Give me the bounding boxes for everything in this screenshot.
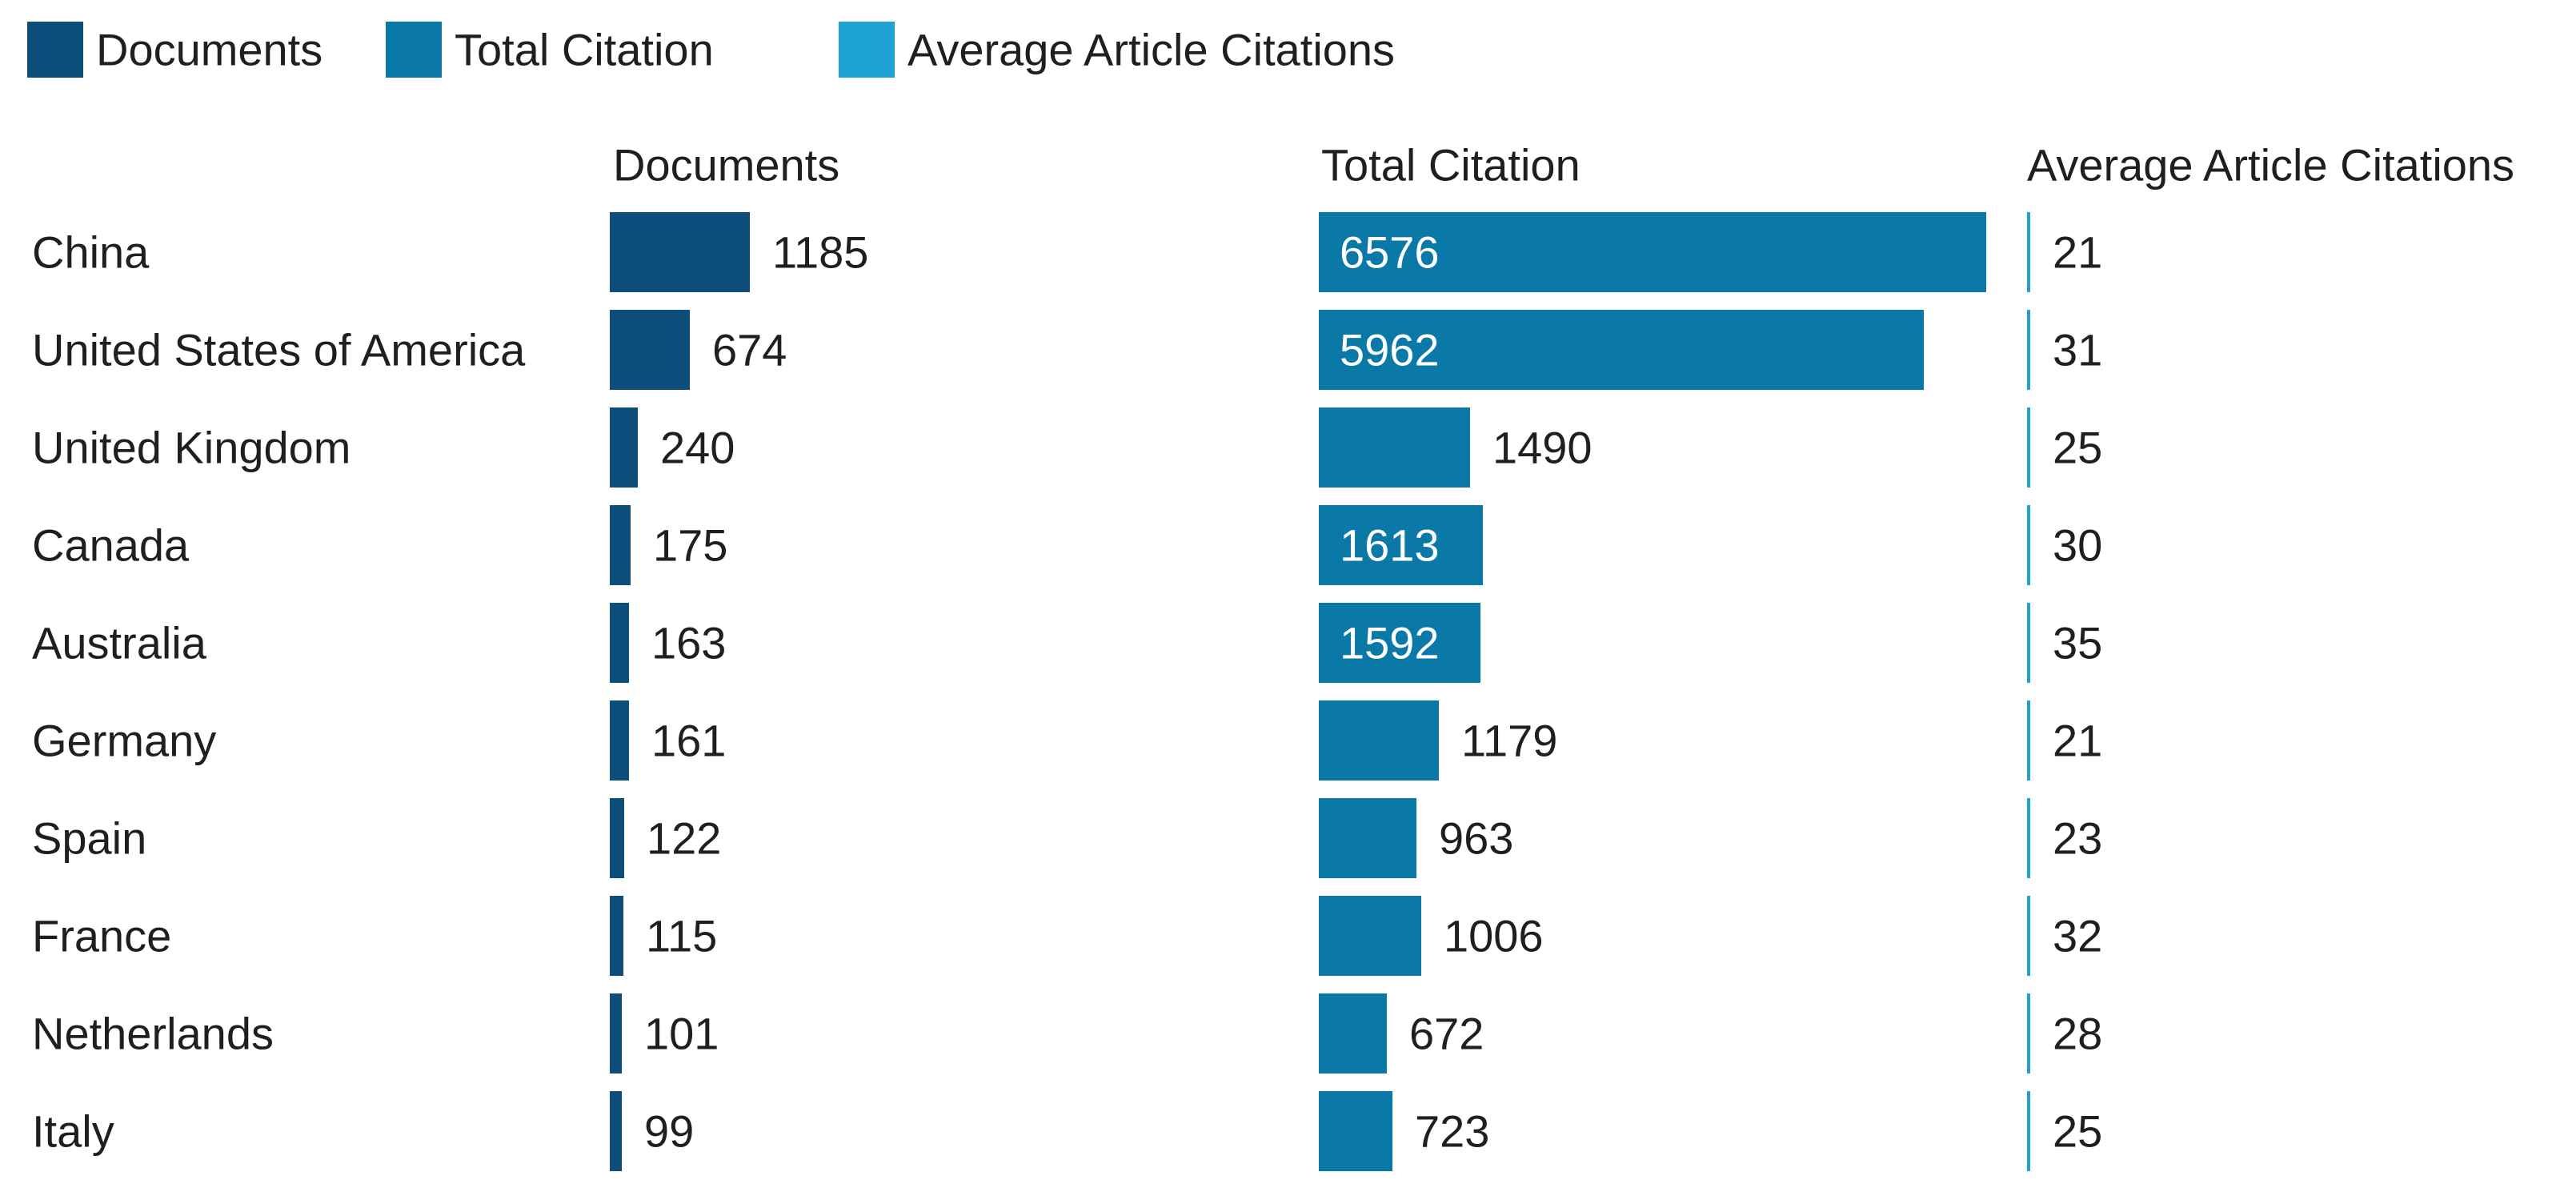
bar-total-citation bbox=[1319, 505, 1483, 585]
bar-total-citation bbox=[1319, 798, 1416, 878]
bar-documents bbox=[610, 798, 624, 878]
value-label-documents: 163 bbox=[651, 618, 726, 668]
bar-total-citation bbox=[1319, 407, 1470, 488]
column-header-documents: Documents bbox=[613, 140, 839, 191]
bar-average-article-citations bbox=[2027, 1091, 2030, 1171]
bar-average-article-citations bbox=[2027, 700, 2030, 781]
value-label-total-citation: 6576 bbox=[1340, 227, 1440, 278]
value-label-total-citation: 963 bbox=[1439, 813, 1513, 864]
legend-swatch-documents bbox=[27, 22, 83, 78]
column-header-average-article-citations: Average Article Citations bbox=[2027, 140, 2514, 191]
value-label-documents: 175 bbox=[653, 520, 727, 571]
category-label: United Kingdom bbox=[32, 423, 351, 473]
row-germany: Germany 161 1179 21 bbox=[32, 700, 2102, 781]
bar-documents bbox=[610, 407, 638, 488]
bar-total-citation bbox=[1319, 993, 1387, 1074]
category-label: France bbox=[32, 911, 171, 961]
value-label-documents: 161 bbox=[651, 716, 726, 766]
value-label-average-article-citations: 35 bbox=[2053, 618, 2102, 668]
bar-average-article-citations bbox=[2027, 407, 2030, 488]
bar-documents bbox=[610, 310, 690, 390]
bar-documents bbox=[610, 1091, 622, 1171]
value-label-total-citation: 1592 bbox=[1340, 618, 1440, 668]
bar-total-citation bbox=[1319, 310, 1924, 390]
value-label-documents: 1185 bbox=[772, 227, 868, 278]
value-label-average-article-citations: 31 bbox=[2053, 325, 2102, 375]
row-australia: Australia 163 1592 35 bbox=[32, 603, 2102, 683]
value-label-documents: 115 bbox=[646, 911, 717, 961]
bar-documents bbox=[610, 896, 623, 976]
value-label-documents: 99 bbox=[644, 1106, 694, 1157]
category-label: Australia bbox=[32, 618, 207, 668]
value-label-average-article-citations: 21 bbox=[2053, 227, 2102, 278]
row-china: China 1185 6576 21 bbox=[32, 212, 2102, 292]
legend: Documents Total Citation Average Article C… bbox=[27, 22, 1395, 78]
bar-documents bbox=[610, 212, 750, 292]
bar-total-citation bbox=[1319, 896, 1421, 976]
bar-average-article-citations bbox=[2027, 896, 2030, 976]
category-label: United States of America bbox=[32, 325, 526, 375]
bar-total-citation bbox=[1319, 212, 1986, 292]
value-label-average-article-citations: 30 bbox=[2053, 520, 2102, 571]
value-label-average-article-citations: 23 bbox=[2053, 813, 2102, 864]
value-label-total-citation: 1613 bbox=[1340, 520, 1440, 571]
row-spain: Spain 122 963 23 bbox=[32, 798, 2102, 878]
legend-label-total-citation: Total Citation bbox=[455, 25, 714, 75]
column-header-total-citation: Total Citation bbox=[1321, 140, 1580, 191]
value-label-documents: 122 bbox=[647, 813, 721, 864]
legend-label-average-article-citations: Average Article Citations bbox=[907, 25, 1395, 75]
value-label-total-citation: 1006 bbox=[1444, 911, 1544, 961]
row-united-kingdom: United Kingdom 240 1490 25 bbox=[32, 407, 2102, 488]
value-label-total-citation: 672 bbox=[1409, 1009, 1484, 1059]
row-italy: Italy 99 723 25 bbox=[32, 1091, 2102, 1171]
category-label: Italy bbox=[32, 1106, 114, 1157]
bar-average-article-citations bbox=[2027, 798, 2030, 878]
chart-rows: China 1185 6576 21 United States of America 6… bbox=[32, 212, 2102, 1171]
value-label-average-article-citations: 28 bbox=[2053, 1009, 2102, 1059]
value-label-documents: 101 bbox=[644, 1009, 719, 1059]
category-label: Spain bbox=[32, 813, 146, 864]
value-label-average-article-citations: 25 bbox=[2053, 1106, 2102, 1157]
value-label-average-article-citations: 25 bbox=[2053, 423, 2102, 473]
legend-swatch-average-article-citations bbox=[839, 22, 895, 78]
value-label-average-article-citations: 21 bbox=[2053, 716, 2102, 766]
value-label-documents: 674 bbox=[712, 325, 787, 375]
category-label: Netherlands bbox=[32, 1009, 274, 1059]
row-netherlands: Netherlands 101 672 28 bbox=[32, 993, 2102, 1074]
value-label-total-citation: 5962 bbox=[1340, 325, 1440, 375]
row-france: France 115 1006 32 bbox=[32, 896, 2102, 976]
bar-documents bbox=[610, 700, 629, 781]
bar-documents bbox=[610, 505, 631, 585]
value-label-documents: 240 bbox=[660, 423, 735, 473]
bar-total-citation bbox=[1319, 1091, 1392, 1171]
bar-average-article-citations bbox=[2027, 212, 2030, 292]
bar-average-article-citations bbox=[2027, 505, 2030, 585]
category-label: Canada bbox=[32, 520, 190, 571]
value-label-total-citation: 1490 bbox=[1492, 423, 1592, 473]
category-label: Germany bbox=[32, 716, 216, 766]
bar-total-citation bbox=[1319, 700, 1439, 781]
bar-documents bbox=[610, 993, 622, 1074]
category-label: China bbox=[32, 227, 150, 278]
value-label-average-article-citations: 32 bbox=[2053, 911, 2102, 961]
column-headers: Documents Total Citation Average Article C… bbox=[613, 140, 2514, 191]
bar-average-article-citations bbox=[2027, 993, 2030, 1074]
legend-swatch-total-citation bbox=[386, 22, 442, 78]
legend-label-documents: Documents bbox=[96, 25, 323, 75]
row-united-states-of-america: United States of America 674 5962 31 bbox=[32, 310, 2102, 390]
value-label-total-citation: 1179 bbox=[1461, 716, 1557, 766]
bar-average-article-citations bbox=[2027, 603, 2030, 683]
row-canada: Canada 175 1613 30 bbox=[32, 505, 2102, 585]
value-label-total-citation: 723 bbox=[1415, 1106, 1489, 1157]
bar-total-citation bbox=[1319, 603, 1480, 683]
bar-documents bbox=[610, 603, 629, 683]
bar-average-article-citations bbox=[2027, 310, 2030, 390]
